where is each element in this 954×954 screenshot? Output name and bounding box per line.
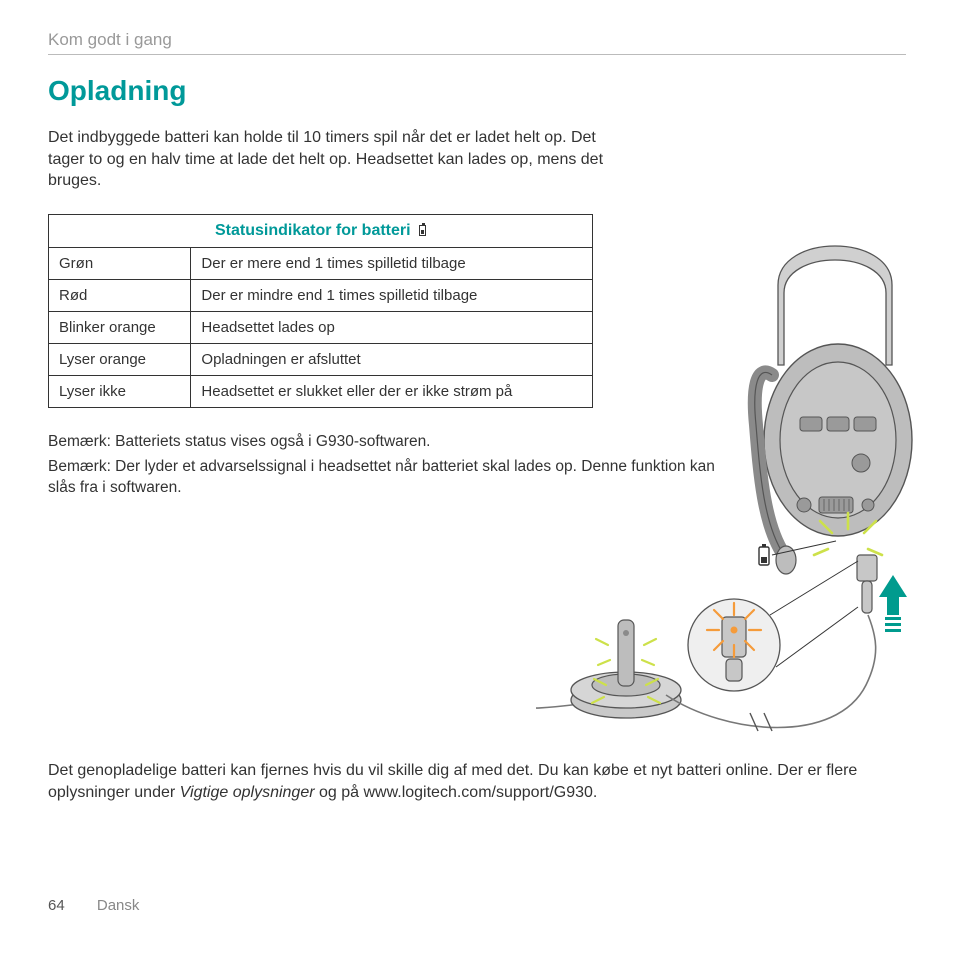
bottom-paragraph: Det genopladelige batteri kan fjernes hv…	[48, 760, 906, 803]
section-label: Kom godt i gang	[48, 30, 172, 49]
table-header-text: Statusindikator for batteri	[215, 222, 411, 239]
page-number: 64	[48, 897, 65, 914]
meaning-cell: Der er mere end 1 times spilletid tilbag…	[191, 247, 593, 279]
intro-paragraph: Det indbyggede batteri kan holde til 10 …	[48, 127, 608, 192]
headset-icon	[755, 246, 912, 574]
arrow-up-icon	[879, 575, 907, 632]
status-cell: Grøn	[49, 247, 191, 279]
bottom-part2: og på www.logitech.com/support/G930.	[315, 784, 598, 801]
battery-indicator-icon	[759, 544, 769, 565]
meaning-cell: Headsettet lades op	[191, 311, 593, 343]
table-row: Rød Der er mindre end 1 times spilletid …	[49, 279, 593, 311]
status-cell: Lyser orange	[49, 343, 191, 375]
status-cell: Blinker orange	[49, 311, 191, 343]
plug-icon	[857, 555, 877, 613]
headset-diagram	[536, 215, 916, 755]
bottom-italic: Vigtige oplysninger	[180, 784, 315, 801]
battery-icon	[419, 225, 426, 236]
header: Kom godt i gang	[48, 30, 906, 55]
table-header-cell: Statusindikator for batteri	[49, 214, 593, 247]
meaning-cell: Headsettet er slukket eller der er ikke …	[191, 375, 593, 407]
page-title: Opladning	[48, 75, 906, 107]
detail-callout-icon	[688, 599, 780, 691]
battery-status-table: Statusindikator for batteri Grøn Der er …	[48, 214, 593, 408]
table-row: Blinker orange Headsettet lades op	[49, 311, 593, 343]
table-row: Grøn Der er mere end 1 times spilletid t…	[49, 247, 593, 279]
status-cell: Rød	[49, 279, 191, 311]
status-cell: Lyser ikke	[49, 375, 191, 407]
page-footer: 64 Dansk	[48, 897, 139, 914]
meaning-cell: Opladningen er afsluttet	[191, 343, 593, 375]
meaning-cell: Der er mindre end 1 times spilletid tilb…	[191, 279, 593, 311]
table-row: Lyser ikke Headsettet er slukket eller d…	[49, 375, 593, 407]
page-language: Dansk	[97, 897, 140, 914]
usb-base-icon	[571, 620, 681, 718]
table-row: Lyser orange Opladningen er afsluttet	[49, 343, 593, 375]
